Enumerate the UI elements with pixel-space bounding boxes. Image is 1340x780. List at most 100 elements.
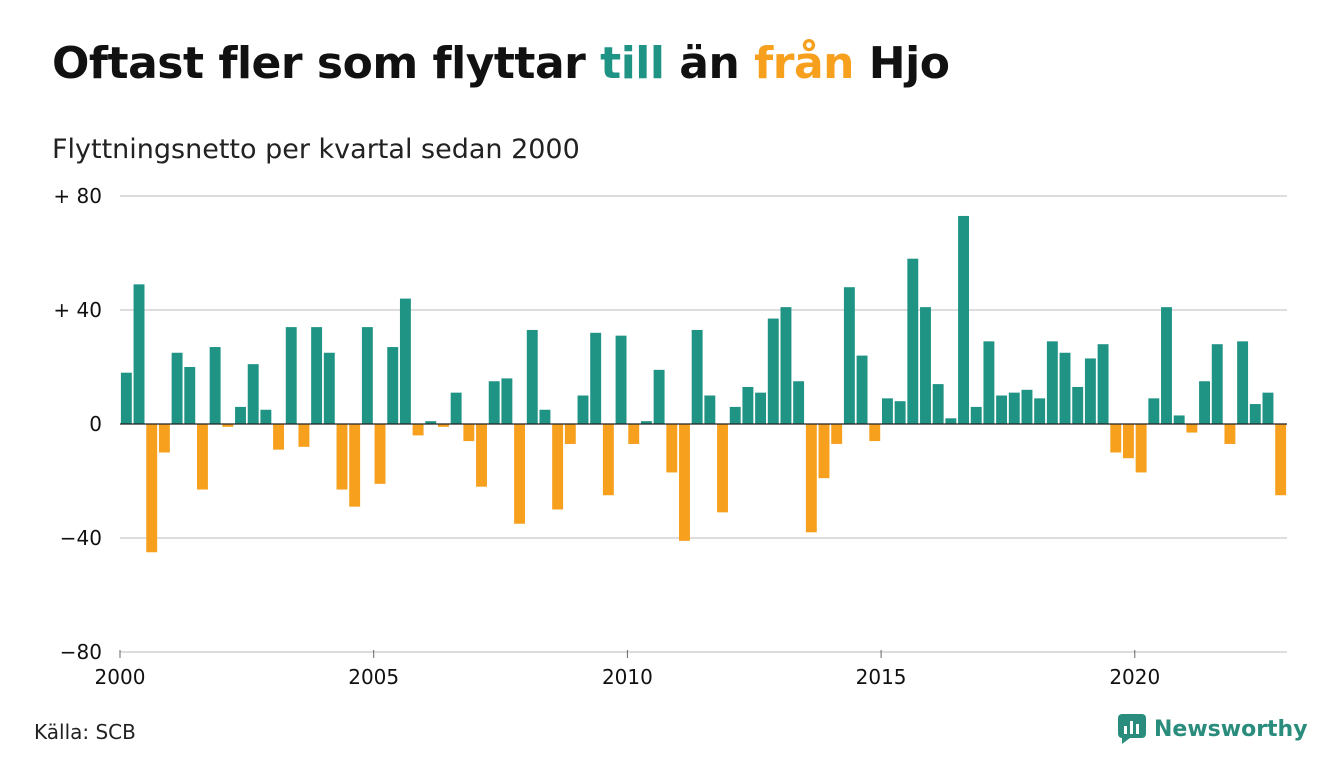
bar-negative [1110,424,1122,453]
bar-negative [552,424,564,510]
y-axis-ticks: + 80 + 40 0 −40 −80 [53,184,102,664]
bar-positive [526,329,538,424]
bar-negative [1224,424,1236,444]
bar-negative [298,424,310,447]
title-part-5: Hjo [853,38,950,89]
bar-negative [831,424,843,444]
bar-positive [285,327,297,424]
chart-title: Oftast fler som flyttar till än från Hjo [52,38,950,89]
x-tick-label: 2015 [856,665,907,689]
x-tick-label: 2005 [348,665,399,689]
bar-positive [894,401,906,424]
bar-positive [171,352,183,424]
bar-positive [488,381,500,424]
bar-negative [1135,424,1147,473]
bar-negative [146,424,158,553]
bar-positive [640,421,652,424]
y-tick-label: 0 [89,412,102,436]
bar-negative [197,424,208,490]
bar-positive [881,398,893,424]
bar-positive [1211,344,1223,424]
bar-positive [1262,392,1274,424]
bar-negative [805,424,817,533]
bar-negative [412,424,424,436]
bar-positive [691,329,703,424]
bar-positive [399,298,411,424]
bar-positive [1072,386,1084,424]
bar-positive [1161,307,1172,424]
y-tick-label: −40 [60,526,102,550]
bar-positive [1173,415,1185,424]
bar-positive [780,307,792,424]
bar-negative [222,424,234,427]
bar-negative [564,424,576,444]
bar-positive [184,367,196,424]
bar-positive [996,395,1008,424]
title-till: till [600,38,665,89]
bar-negative [438,424,449,427]
bar-positive [387,347,399,424]
bar-negative [1275,424,1287,496]
bar-positive [450,392,462,424]
bar-positive [1008,392,1020,424]
bar-positive [361,327,373,424]
bar-negative [476,424,487,487]
bar-positive [907,258,919,424]
bar-negative [514,424,526,524]
bar-negative [1122,424,1134,459]
bar-positive [843,287,855,424]
bar-positive [742,386,754,424]
bar-positive [1084,358,1096,424]
y-tick-label: + 80 [53,184,102,208]
bar-negative [869,424,881,442]
title-part-1: Oftast fler som flyttar [52,38,601,89]
newsworthy-logo: Newsworthy [1118,714,1308,744]
title-fran: från [754,38,854,89]
bar-positive [704,395,716,424]
bar-positive [729,406,741,424]
bar-positive [1237,341,1249,424]
bar-negative [679,424,690,541]
x-tick-label: 2000 [95,665,146,689]
bar-positive [323,352,335,424]
bar-negative [666,424,678,473]
y-tick-label: −80 [60,640,102,664]
bar-positive [1046,341,1058,424]
bar-positive [120,372,132,424]
bar-positive [970,406,982,424]
bar-positive [653,369,665,424]
bar-positive [311,327,323,424]
bar-positive [1034,398,1046,424]
bar-positive [945,418,957,424]
bar-positive [133,284,145,424]
bar-negative [374,424,386,484]
bar-positive [577,395,589,424]
bar-negative [336,424,348,490]
bar-positive [260,409,272,424]
x-axis-ticks: 2000 2005 2010 2015 2020 [95,650,1160,689]
brand-name: Newsworthy [1154,716,1308,742]
bar-positive [1021,389,1033,424]
bar-positive [958,215,969,424]
bar-positive [209,347,221,424]
bar-positive [1199,381,1210,424]
bar-positive [590,332,602,424]
bar-positive [983,341,995,424]
bar-negative [602,424,614,496]
bar-negative [628,424,640,444]
bars [120,215,1287,553]
gridlines [120,195,1287,653]
bar-negative [349,424,361,507]
bar-positive [932,384,944,424]
bar-positive [425,421,437,424]
x-tick-label: 2020 [1109,665,1160,689]
title-part-3: än [664,38,755,89]
bar-positive [767,318,779,424]
bar-positive [755,392,767,424]
bar-positive [793,381,805,424]
y-tick-label: + 40 [53,298,102,322]
newsworthy-chart-icon [1118,714,1146,744]
bar-positive [615,335,627,424]
bar-positive [501,378,513,424]
